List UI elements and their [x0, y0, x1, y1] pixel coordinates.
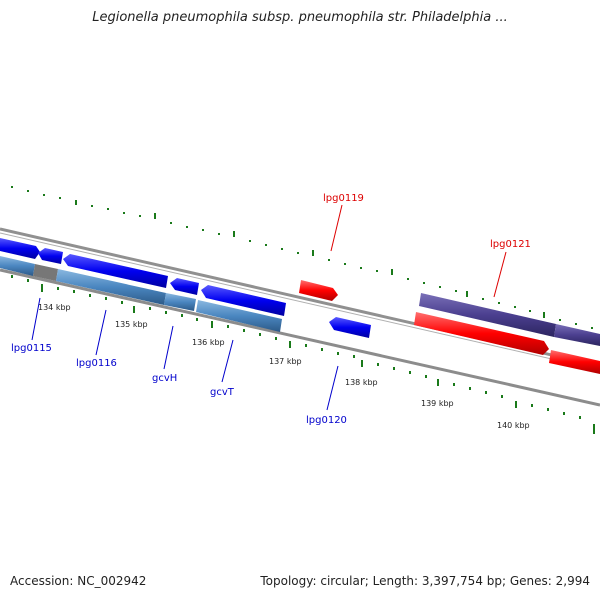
gene-arrow-lpg0121[interactable] — [414, 312, 549, 355]
tick-label: 135 kbp — [115, 320, 148, 329]
gene-label-lpg0120[interactable]: lpg0120 — [306, 415, 347, 426]
map-title: Legionella pneumophila subsp. pneumophil… — [92, 10, 508, 25]
cds-segment[interactable] — [196, 300, 282, 332]
tick-label: 140 kbp — [497, 421, 530, 430]
cds-segment[interactable] — [164, 293, 196, 311]
tick-label: 138 kbp — [345, 378, 378, 387]
label-leaders — [31, 204, 507, 411]
topology-text: Topology: circular; Length: 3,397,754 bp… — [260, 574, 590, 588]
gene-label-lpg0116[interactable]: lpg0116 — [76, 358, 117, 369]
gene-arrow[interactable] — [549, 350, 600, 374]
gene-arrow-lpg0116[interactable] — [63, 254, 168, 288]
cds-track — [0, 256, 282, 332]
gene-arrow-lpg0119[interactable] — [299, 280, 338, 301]
gene-label-gcvT[interactable]: gcvT — [210, 387, 235, 398]
gene-arrow-gcvH[interactable] — [170, 278, 199, 295]
accession-text: Accession: NC_002942 — [10, 574, 147, 588]
inner-tick-track — [11, 275, 595, 434]
cds-segment-purple[interactable] — [419, 293, 556, 337]
tick-label: 136 kbp — [192, 338, 225, 347]
outer-tick-track — [11, 186, 593, 329]
tick-label: 134 kbp — [38, 303, 71, 312]
tick-labels: 134 kbp 135 kbp 136 kbp 137 kbp 138 kbp … — [38, 303, 530, 430]
cds-segment-grey[interactable] — [33, 264, 58, 281]
gene-arrow-gcvT[interactable] — [201, 285, 286, 316]
gene-arrow-lpg0120[interactable] — [329, 317, 371, 338]
gene-label-lpg0119[interactable]: lpg0119 — [323, 193, 364, 204]
gene-labels: lpg0115 lpg0116 gcvH gcvT lpg0120 lpg011… — [11, 193, 531, 426]
reverse-genes — [299, 280, 600, 374]
forward-genes — [0, 238, 371, 338]
tick-label: 139 kbp — [421, 399, 454, 408]
cds-segment[interactable] — [56, 269, 166, 305]
gene-arrow[interactable] — [38, 248, 63, 264]
gene-arrow-lpg0115[interactable] — [0, 238, 40, 259]
tick-label: 137 kbp — [269, 357, 302, 366]
cds-segment-purple[interactable] — [554, 324, 600, 346]
gene-label-gcvH[interactable]: gcvH — [152, 373, 177, 384]
cds-segment[interactable] — [0, 256, 35, 276]
gene-label-lpg0121[interactable]: lpg0121 — [490, 239, 531, 250]
gene-label-lpg0115[interactable]: lpg0115 — [11, 343, 52, 354]
